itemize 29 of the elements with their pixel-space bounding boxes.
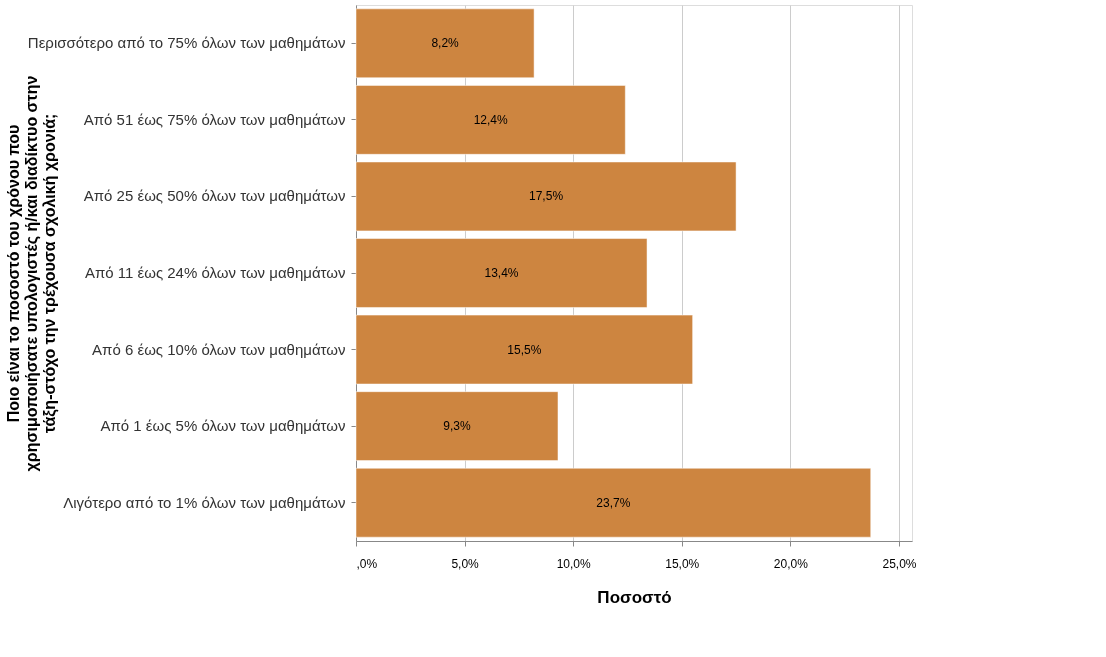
y-tick-label: Από 25 έως 50% όλων των μαθημάτων bbox=[83, 187, 346, 205]
x-tick-label: 10,0% bbox=[556, 556, 592, 571]
bar bbox=[355, 314, 693, 385]
data-label: 23,7% bbox=[596, 495, 631, 510]
y-tick-label: Λιγότερο από το 1% όλων των μαθημάτων bbox=[63, 493, 346, 511]
data-label: 12,4% bbox=[473, 112, 508, 127]
data-label: 13,4% bbox=[484, 266, 519, 280]
data-label: 9,3% bbox=[443, 419, 471, 434]
x-tick-label: 20,0% bbox=[773, 556, 809, 571]
bar bbox=[355, 468, 871, 538]
data-label: 15,5% bbox=[507, 342, 542, 357]
x-tick-label: 25,0% bbox=[882, 556, 917, 571]
bar bbox=[355, 85, 626, 155]
bar bbox=[355, 238, 648, 308]
bar bbox=[355, 391, 559, 461]
bar bbox=[355, 8, 535, 78]
bar bbox=[355, 161, 737, 232]
x-tick-label: 15,0% bbox=[665, 556, 700, 571]
y-tick-label: Από 6 έως 10% όλων των μαθημάτων bbox=[92, 340, 346, 358]
y-tick-label: Περισσότερο από το 75% όλων των μαθημάτων bbox=[27, 34, 346, 52]
data-label: 8,2% bbox=[431, 36, 460, 51]
y-tick-label: Από 1 έως 5% όλων των μαθημάτων bbox=[100, 417, 346, 435]
x-axis-title: Ποσοστό bbox=[597, 587, 672, 607]
data-label: 17,5% bbox=[529, 189, 564, 204]
x-tick-label: ,0% bbox=[356, 556, 378, 571]
y-tick-label: Από 11 έως 24% όλων των μαθημάτων bbox=[84, 264, 346, 281]
x-tick-label: 5,0% bbox=[451, 556, 480, 571]
y-tick-label: Από 51 έως 75% όλων των μαθημάτων bbox=[83, 110, 346, 128]
y-axis-title: Ποιο είναι το ποσοστό του χρόνου που χρησιμοποιήσατε υπολογιστές ή/και διαδίκτυο στην τάξη-στόχο την τρέχουσα σχολική χρονιά; bbox=[4, 75, 59, 472]
